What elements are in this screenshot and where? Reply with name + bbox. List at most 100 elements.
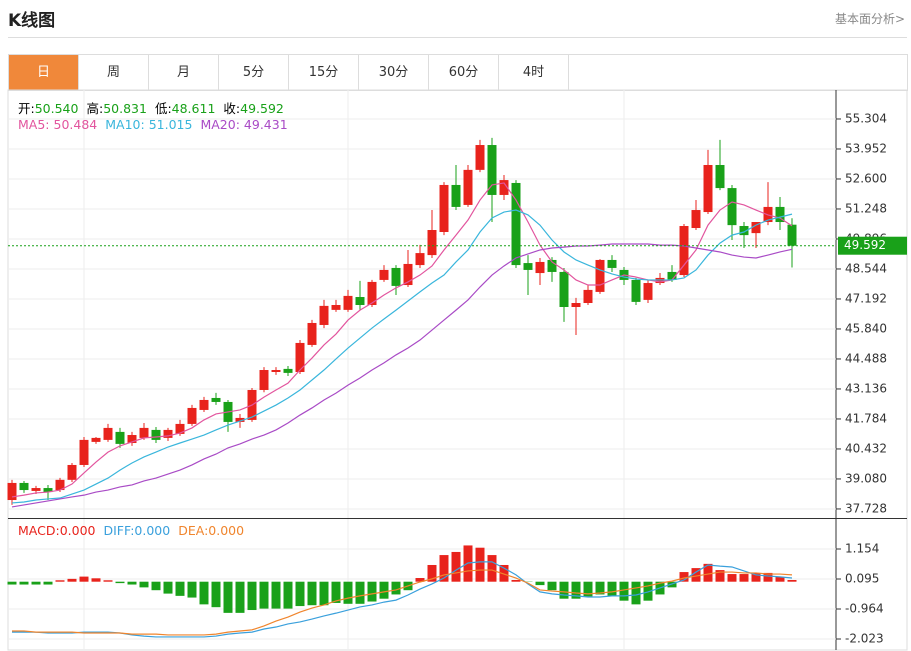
macd-bar: [607, 581, 617, 596]
macd-bar: [487, 555, 497, 582]
macd-bar: [163, 581, 173, 594]
info-value: 50.540: [34, 101, 79, 116]
legend-value: 49.431: [243, 117, 288, 132]
legend-name: MA10:: [105, 117, 145, 132]
candle-body: [487, 145, 497, 195]
macd-bar: [31, 581, 41, 585]
macd-bar: [643, 581, 653, 601]
candle-body: [427, 230, 437, 256]
macd-bar: [271, 581, 281, 609]
candle-body: [127, 435, 137, 444]
info-item: 开:50.540: [18, 101, 78, 116]
macd-bar: [439, 555, 449, 582]
y-tick-label: 40.432: [845, 441, 887, 455]
candle-body: [391, 267, 401, 286]
fundamental-link[interactable]: 基本面分析>: [834, 12, 905, 26]
candle-body: [331, 305, 341, 310]
candle-body: [523, 263, 533, 270]
ma-line: [12, 569, 793, 636]
tab[interactable]: 60分: [429, 55, 499, 90]
y-tick-label: 51.248: [845, 201, 887, 215]
macd-bar: [535, 581, 545, 586]
macd-bar: [199, 581, 209, 605]
tab[interactable]: 15分: [289, 55, 359, 90]
candle-body: [751, 222, 761, 234]
candle-body: [79, 439, 89, 465]
chart-frame: [7, 89, 908, 651]
macd-bar: [391, 581, 401, 595]
tab[interactable]: 月: [149, 55, 219, 90]
macd-bar: [547, 581, 557, 591]
candle-body: [415, 253, 425, 266]
candle-body: [691, 210, 701, 229]
price-legend: 开:50.540 高:50.831 低:48.611 收:49.592: [18, 98, 292, 117]
macd-bar: [367, 581, 377, 602]
macd-bar: [583, 581, 593, 597]
ma-line: [11, 243, 793, 508]
tab[interactable]: 日: [9, 55, 79, 90]
candle-body: [727, 188, 737, 226]
info-label: 高:: [86, 101, 104, 116]
candle-body: [739, 226, 749, 236]
tab[interactable]: 30分: [359, 55, 429, 90]
y-tick-label: 0.095: [845, 572, 879, 586]
y-tick-label: 52.600: [845, 171, 887, 185]
tab[interactable]: 4时: [499, 55, 569, 90]
y-tick-label: 37.728: [845, 501, 887, 515]
y-tick-label: 53.952: [845, 141, 887, 155]
macd-bar: [19, 581, 29, 585]
candle-body: [451, 184, 461, 207]
candle-body: [439, 184, 449, 233]
legend-name: DIFF:: [103, 523, 135, 538]
y-tick-label: 47.192: [845, 291, 887, 305]
candle-body: [667, 271, 677, 280]
macd-bar: [595, 581, 605, 595]
macd-bar: [451, 551, 461, 582]
macd-bar: [511, 580, 521, 582]
macd-bar: [343, 581, 353, 604]
macd-bar: [211, 581, 221, 608]
candle-body: [295, 342, 305, 373]
macd-bar: [223, 581, 233, 613]
y-tick-label: 39.080: [845, 471, 887, 485]
y-tick-label: -0.964: [845, 602, 884, 616]
macd-bar: [619, 581, 629, 601]
legend-name: DEA:: [178, 523, 209, 538]
y-tick-label: 44.488: [845, 351, 887, 365]
candle-body: [115, 431, 125, 444]
legend-value: 0.000: [59, 523, 96, 538]
info-value: 48.611: [171, 101, 216, 116]
candle-body: [31, 488, 41, 491]
candle-body: [343, 295, 353, 310]
macd-bar: [715, 570, 725, 582]
macd-bar: [187, 581, 197, 598]
candle-body: [55, 479, 65, 491]
candle-body: [631, 279, 641, 302]
candle-body: [259, 370, 269, 390]
macd-legend: MACD:0.000 DIFF:0.000 DEA:0.000: [18, 523, 252, 538]
macd-bar: [319, 581, 329, 606]
info-value: 50.831: [103, 101, 147, 116]
macd-bar: [499, 564, 509, 582]
ma-line: [12, 561, 793, 638]
ma-legend: MA5: 50.484 MA10: 51.015 MA20: 49.431: [18, 117, 296, 132]
macd-bar: [355, 581, 365, 604]
ma-line: [11, 182, 793, 498]
tab[interactable]: 5分: [219, 55, 289, 90]
candle-body: [175, 423, 185, 434]
macd-bar: [295, 581, 305, 607]
candle-body: [67, 464, 77, 480]
candle-body: [271, 370, 281, 373]
tab[interactable]: 周: [79, 55, 149, 90]
candle-body: [367, 281, 377, 305]
last-price-label: 49.592: [844, 238, 886, 252]
macd-bar: [91, 578, 101, 582]
macd-bar: [739, 574, 749, 582]
macd-bar: [727, 574, 737, 582]
macd-bar: [631, 581, 641, 605]
macd-bar: [703, 563, 713, 582]
candle-body: [355, 297, 365, 305]
macd-bar: [247, 581, 257, 611]
